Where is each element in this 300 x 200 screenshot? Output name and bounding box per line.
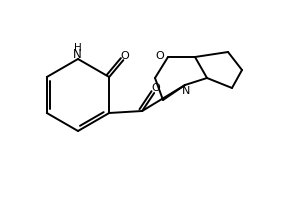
Text: N: N [73,48,81,62]
Text: O: O [152,83,161,93]
Text: O: O [156,51,164,61]
Text: N: N [182,86,190,96]
Text: O: O [120,51,129,61]
Text: H: H [74,43,82,53]
